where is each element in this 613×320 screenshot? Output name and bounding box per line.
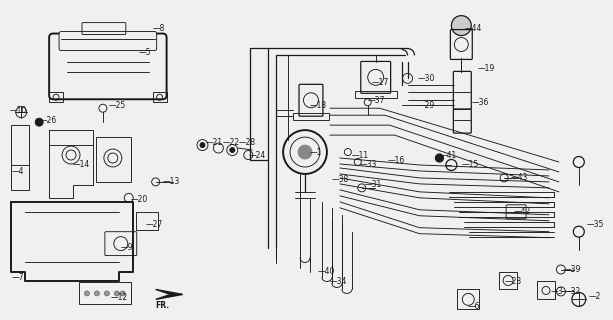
Text: FR.: FR.: [156, 301, 170, 310]
Text: —9: —9: [121, 243, 133, 252]
Circle shape: [104, 291, 109, 296]
Circle shape: [115, 291, 120, 296]
Text: —43: —43: [511, 173, 528, 182]
Text: —33: —33: [360, 160, 377, 170]
Text: —29: —29: [417, 101, 435, 110]
Text: —25: —25: [109, 101, 126, 110]
Text: —14: —14: [73, 160, 90, 170]
Text: —24: —24: [248, 150, 265, 160]
Text: —38: —38: [332, 175, 349, 184]
Text: —21: —21: [205, 138, 223, 147]
Bar: [537, 282, 555, 300]
Circle shape: [435, 154, 443, 162]
Text: —15: —15: [462, 160, 479, 170]
Text: —11: —11: [352, 150, 369, 160]
Bar: [293, 113, 329, 120]
Text: —23: —23: [504, 277, 522, 286]
Text: —37: —37: [368, 96, 385, 105]
Circle shape: [451, 16, 471, 36]
Text: —40: —40: [318, 267, 335, 276]
Text: —41: —41: [440, 150, 457, 160]
Text: —10: —10: [9, 106, 26, 115]
Text: —36: —36: [471, 98, 489, 107]
Text: —28: —28: [238, 138, 256, 147]
Polygon shape: [156, 289, 183, 294]
Bar: [499, 271, 517, 289]
Bar: [457, 289, 479, 309]
Text: —32: —32: [564, 287, 581, 296]
Circle shape: [120, 291, 125, 296]
Text: —17: —17: [371, 78, 389, 87]
FancyBboxPatch shape: [59, 32, 157, 51]
Text: —4: —4: [11, 167, 24, 176]
Bar: [153, 92, 167, 102]
Text: —22: —22: [223, 138, 240, 147]
Bar: [135, 212, 158, 230]
Text: —8: —8: [153, 24, 165, 33]
Text: —18: —18: [310, 101, 327, 110]
Text: —7: —7: [11, 273, 24, 282]
Text: —20: —20: [131, 195, 148, 204]
Bar: [96, 137, 131, 182]
Text: —13: —13: [162, 177, 180, 187]
Circle shape: [298, 145, 312, 159]
Text: —27: —27: [146, 220, 163, 229]
Text: —16: —16: [387, 156, 405, 164]
Circle shape: [94, 291, 99, 296]
Text: —6: —6: [467, 302, 480, 311]
Text: —30: —30: [417, 74, 435, 83]
Circle shape: [230, 148, 235, 153]
Circle shape: [200, 143, 205, 148]
Text: —31: —31: [365, 180, 382, 189]
Text: —34: —34: [330, 277, 348, 286]
Text: —39: —39: [564, 265, 581, 274]
Text: —5: —5: [139, 48, 151, 57]
Text: —2: —2: [588, 292, 601, 301]
Text: —35: —35: [587, 220, 604, 229]
Bar: [355, 91, 397, 98]
Text: —44: —44: [464, 24, 482, 33]
Text: —26: —26: [39, 116, 56, 125]
Bar: [49, 92, 63, 102]
Circle shape: [85, 291, 89, 296]
Text: —19: —19: [478, 64, 495, 73]
Text: —42: —42: [514, 207, 531, 216]
Bar: [11, 125, 29, 190]
Circle shape: [35, 118, 43, 126]
Bar: [79, 283, 131, 304]
Text: —3: —3: [551, 287, 563, 296]
Text: —12: —12: [111, 293, 128, 302]
Polygon shape: [156, 294, 183, 300]
Text: —1: —1: [310, 148, 322, 156]
